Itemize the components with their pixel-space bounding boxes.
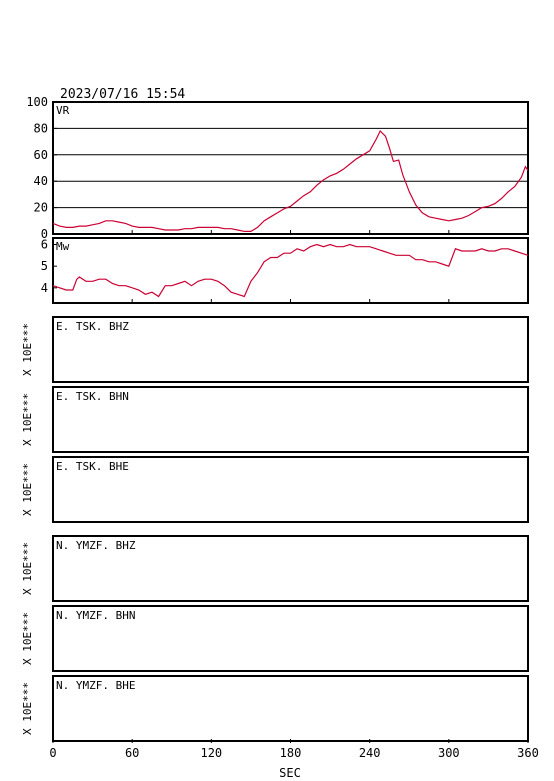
vr-ytick-label: 0 <box>41 227 48 241</box>
n-ymzf-bhz-panel: N. YMZF. BHZ X 10E*** <box>21 535 529 602</box>
time-axis-tick-label: 120 <box>200 746 222 760</box>
charts-layer: 0 20 40 60 80 100 VR 4 5 6 Mw <box>26 95 529 304</box>
n-ymzf-bhn-station-label: N. YMZF. BHN <box>56 609 135 622</box>
mw-frame <box>52 237 529 304</box>
n-ymzf-bhz-scale-label: X 10E*** <box>21 542 34 595</box>
time-axis-tick-label: 240 <box>359 746 381 760</box>
n-ymzf-bhe-station-label: N. YMZF. BHE <box>56 679 135 692</box>
mw-trace <box>52 243 529 298</box>
vr-trace <box>52 129 529 232</box>
time-axis-label: SEC <box>279 766 301 780</box>
time-axis-tick-label: 300 <box>438 746 460 760</box>
n-ymzf-bhe-scale-label: X 10E*** <box>21 682 34 735</box>
vr-ytick-label: 80 <box>34 121 48 135</box>
vr-ytick-label: 100 <box>26 95 48 109</box>
e-tsk-bhe-frame <box>52 456 529 523</box>
time-axis-tick-label: 180 <box>280 746 302 760</box>
header-datetime: 2023/07/16 15:54 <box>60 87 185 102</box>
mw-ytick-label: 6 <box>41 238 48 252</box>
e-tsk-bhn-scale-label: X 10E*** <box>21 393 34 446</box>
vr-ytick-label: 20 <box>34 201 48 215</box>
e-tsk-bhe-station-label: E. TSK. BHE <box>56 460 129 473</box>
time-axis-tick-label: 360 <box>517 746 539 760</box>
e-tsk-bhz-scale-label: X 10E*** <box>21 323 34 376</box>
vr-chart: 0 20 40 60 80 100 VR <box>26 95 529 241</box>
mw-ytick-label: 5 <box>41 259 48 273</box>
n-ymzf-bhz-station-label: N. YMZF. BHZ <box>56 539 136 552</box>
vr-series-label: VR <box>56 104 70 117</box>
e-tsk-bhz-panel: E. TSK. BHZ X 10E*** <box>21 316 529 383</box>
e-tsk-bhz-station-label: E. TSK. BHZ <box>56 320 129 333</box>
vr-ytick-label: 60 <box>34 148 48 162</box>
n-ymzf-bhz-frame <box>52 535 529 602</box>
mw-series-label: Mw <box>56 240 70 253</box>
time-axis: SEC 0 60 120 180 240 300 360 <box>49 230 539 780</box>
e-tsk-bhe-scale-label: X 10E*** <box>21 463 34 516</box>
n-ymzf-bhe-panel: N. YMZF. BHE X 10E*** <box>21 675 529 742</box>
e-tsk-bhz-frame <box>52 316 529 383</box>
n-ymzf-bhn-panel: N. YMZF. BHN X 10E*** <box>21 605 529 672</box>
mw-chart: 4 5 6 Mw <box>41 237 529 304</box>
time-axis-tick-label: 0 <box>49 746 56 760</box>
e-tsk-bhn-frame <box>52 386 529 453</box>
e-tsk-bhn-panel: E. TSK. BHN X 10E*** <box>21 386 529 453</box>
time-axis-tick-label: 60 <box>125 746 139 760</box>
e-tsk-bhn-station-label: E. TSK. BHN <box>56 390 129 403</box>
n-ymzf-bhn-scale-label: X 10E*** <box>21 612 34 665</box>
n-ymzf-bhn-frame <box>52 605 529 672</box>
e-tsk-bhe-panel: E. TSK. BHE X 10E*** <box>21 456 529 523</box>
vr-frame <box>52 101 529 235</box>
mw-ytick-label: 4 <box>41 281 48 295</box>
vr-ytick-label: 40 <box>34 174 48 188</box>
